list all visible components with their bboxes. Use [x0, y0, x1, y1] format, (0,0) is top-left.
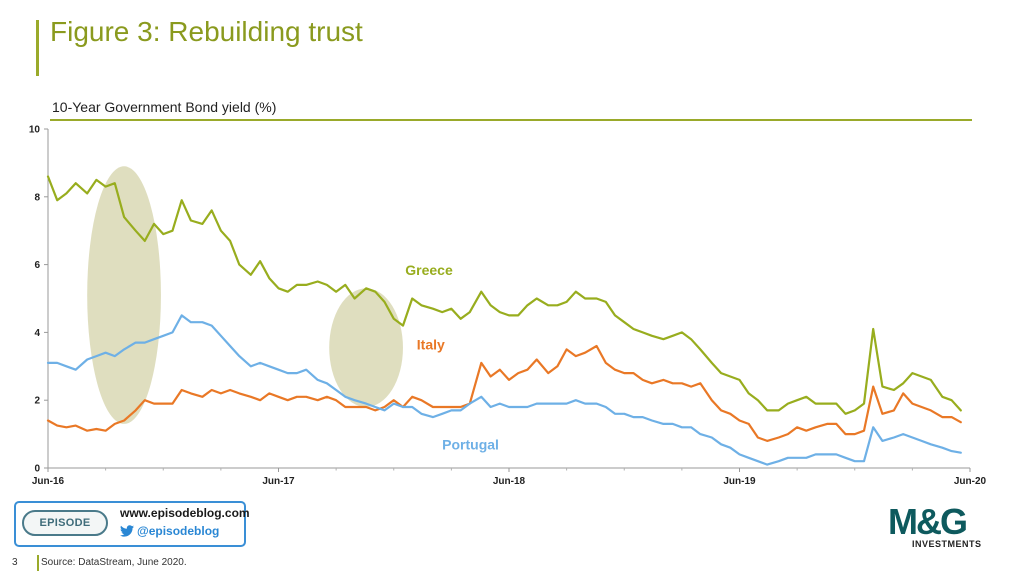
series-line-italy — [46, 344, 962, 442]
series-label-italy: Italy — [417, 336, 445, 352]
mg-logo-mark: M&G — [888, 501, 968, 542]
mg-investments-logo: M&G INVESTMENTS — [888, 501, 988, 550]
highlight-ellipse-1 — [87, 166, 161, 424]
mg-logo-subtext: INVESTMENTS — [912, 539, 982, 549]
y-tick-label: 0 — [34, 464, 40, 475]
series-line-greece — [46, 175, 962, 415]
twitter-handle-link[interactable]: @episodeblog — [120, 524, 219, 538]
twitter-bird-icon — [120, 525, 134, 537]
series-label-layer: Greece Italy Portugal — [405, 262, 499, 453]
blog-promo-box[interactable]: EPISODE www.episodeblog.com @episodeblog — [14, 501, 250, 547]
twitter-handle-text: @episodeblog — [137, 524, 220, 538]
series-label-greece: Greece — [405, 262, 453, 278]
highlight-layer — [87, 166, 403, 424]
y-tick-label: 6 — [34, 260, 40, 271]
y-tick-label: 8 — [34, 192, 40, 203]
x-tick-label: Jun-19 — [723, 476, 756, 487]
x-tick-label: Jun-20 — [954, 476, 987, 487]
series-line-portugal — [46, 314, 962, 466]
x-tick-label: Jun-18 — [493, 476, 526, 487]
y-tick-label: 4 — [34, 328, 40, 339]
axes-layer: 0 2 4 6 8 10 Jun-16 Jun-17 Jun-18 Jun-19 Jun-20 — [29, 125, 987, 488]
highlight-ellipse-2 — [329, 288, 403, 407]
title-accent-bar — [36, 20, 39, 76]
x-tick-label: Jun-17 — [262, 476, 295, 487]
page-number: 3 — [12, 557, 18, 568]
chart-subtitle: 10-Year Government Bond yield (%) — [52, 99, 277, 115]
source-accent-bar — [37, 555, 39, 571]
series-label-portugal: Portugal — [442, 436, 499, 452]
episode-logo: EPISODE — [22, 510, 108, 536]
y-tick-label: 10 — [29, 125, 41, 136]
series-layer — [46, 175, 962, 466]
page-title: Figure 3: Rebuilding trust — [50, 16, 363, 47]
source-note: Source: DataStream, June 2020. — [41, 557, 187, 568]
y-tick-label: 2 — [34, 396, 40, 407]
x-tick-label: Jun-16 — [32, 476, 65, 487]
blog-url-link[interactable]: www.episodeblog.com — [120, 506, 250, 520]
subtitle-rule — [50, 119, 972, 121]
